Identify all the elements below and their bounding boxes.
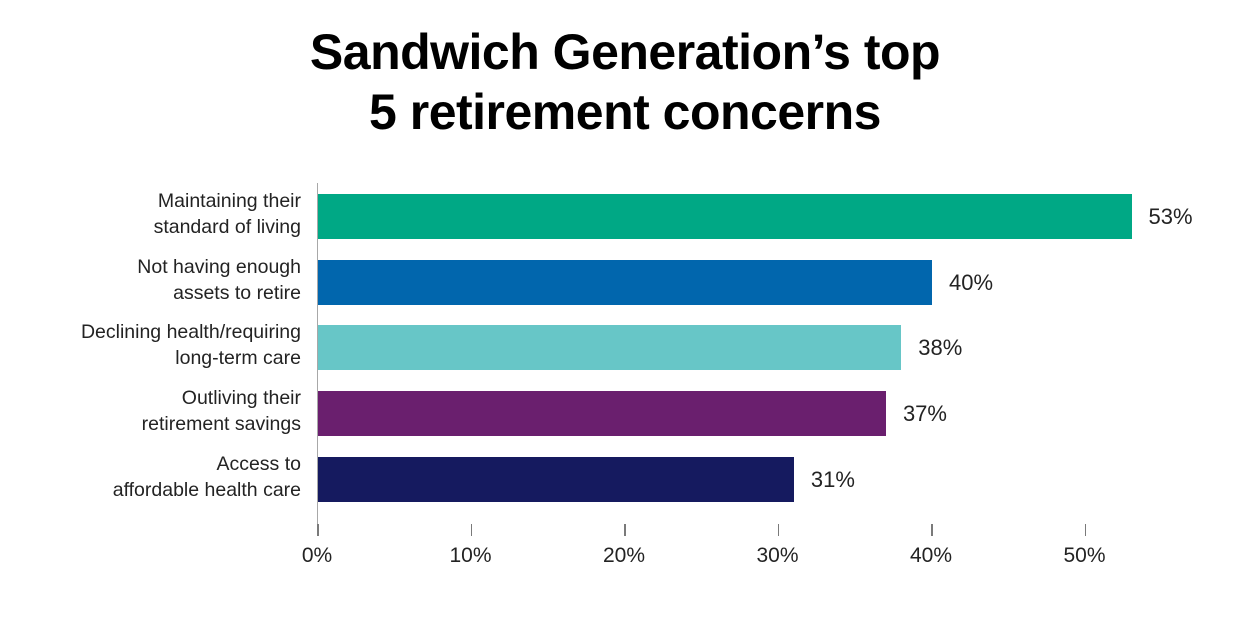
bar bbox=[318, 194, 1132, 239]
x-tick-mark bbox=[1084, 524, 1086, 536]
category-label: Maintaining their standard of living bbox=[153, 190, 301, 238]
x-tick-mark bbox=[931, 524, 933, 536]
chart-title-line-2: 5 retirement concerns bbox=[369, 84, 881, 140]
value-label: 31% bbox=[810, 466, 855, 492]
chart-title-line-1: Sandwich Generation’s top bbox=[309, 24, 941, 80]
category-label: Not having enough assets to retire bbox=[137, 255, 301, 304]
value-label: 53% bbox=[1148, 204, 1193, 229]
value-label: 37% bbox=[902, 401, 947, 427]
bar bbox=[318, 325, 902, 371]
bar bbox=[318, 259, 932, 305]
bar bbox=[318, 391, 886, 437]
x-tick-label: 0% bbox=[301, 544, 333, 567]
x-tick-label: 50% bbox=[1063, 544, 1106, 567]
category-label: Outliving their retirement savings bbox=[141, 387, 301, 436]
x-tick-mark bbox=[317, 524, 319, 536]
x-tick-label: 40% bbox=[909, 544, 953, 567]
bar bbox=[318, 456, 794, 502]
category-label: Declining health/requiring long-term car… bbox=[80, 321, 301, 370]
chart-title: Sandwich Generation’s top 5 retirement c… bbox=[0, 22, 1250, 142]
x-tick-label: 30% bbox=[756, 544, 799, 567]
x-tick-label: 20% bbox=[602, 544, 646, 567]
x-tick-label: 10% bbox=[449, 544, 492, 567]
category-label: Access to affordable health care bbox=[112, 452, 301, 501]
value-label: 38% bbox=[918, 335, 963, 361]
x-tick-mark bbox=[777, 524, 779, 536]
value-label: 40% bbox=[949, 269, 994, 295]
x-tick-mark bbox=[470, 524, 472, 536]
x-tick-mark bbox=[624, 524, 626, 536]
y-axis-line bbox=[317, 183, 318, 536]
